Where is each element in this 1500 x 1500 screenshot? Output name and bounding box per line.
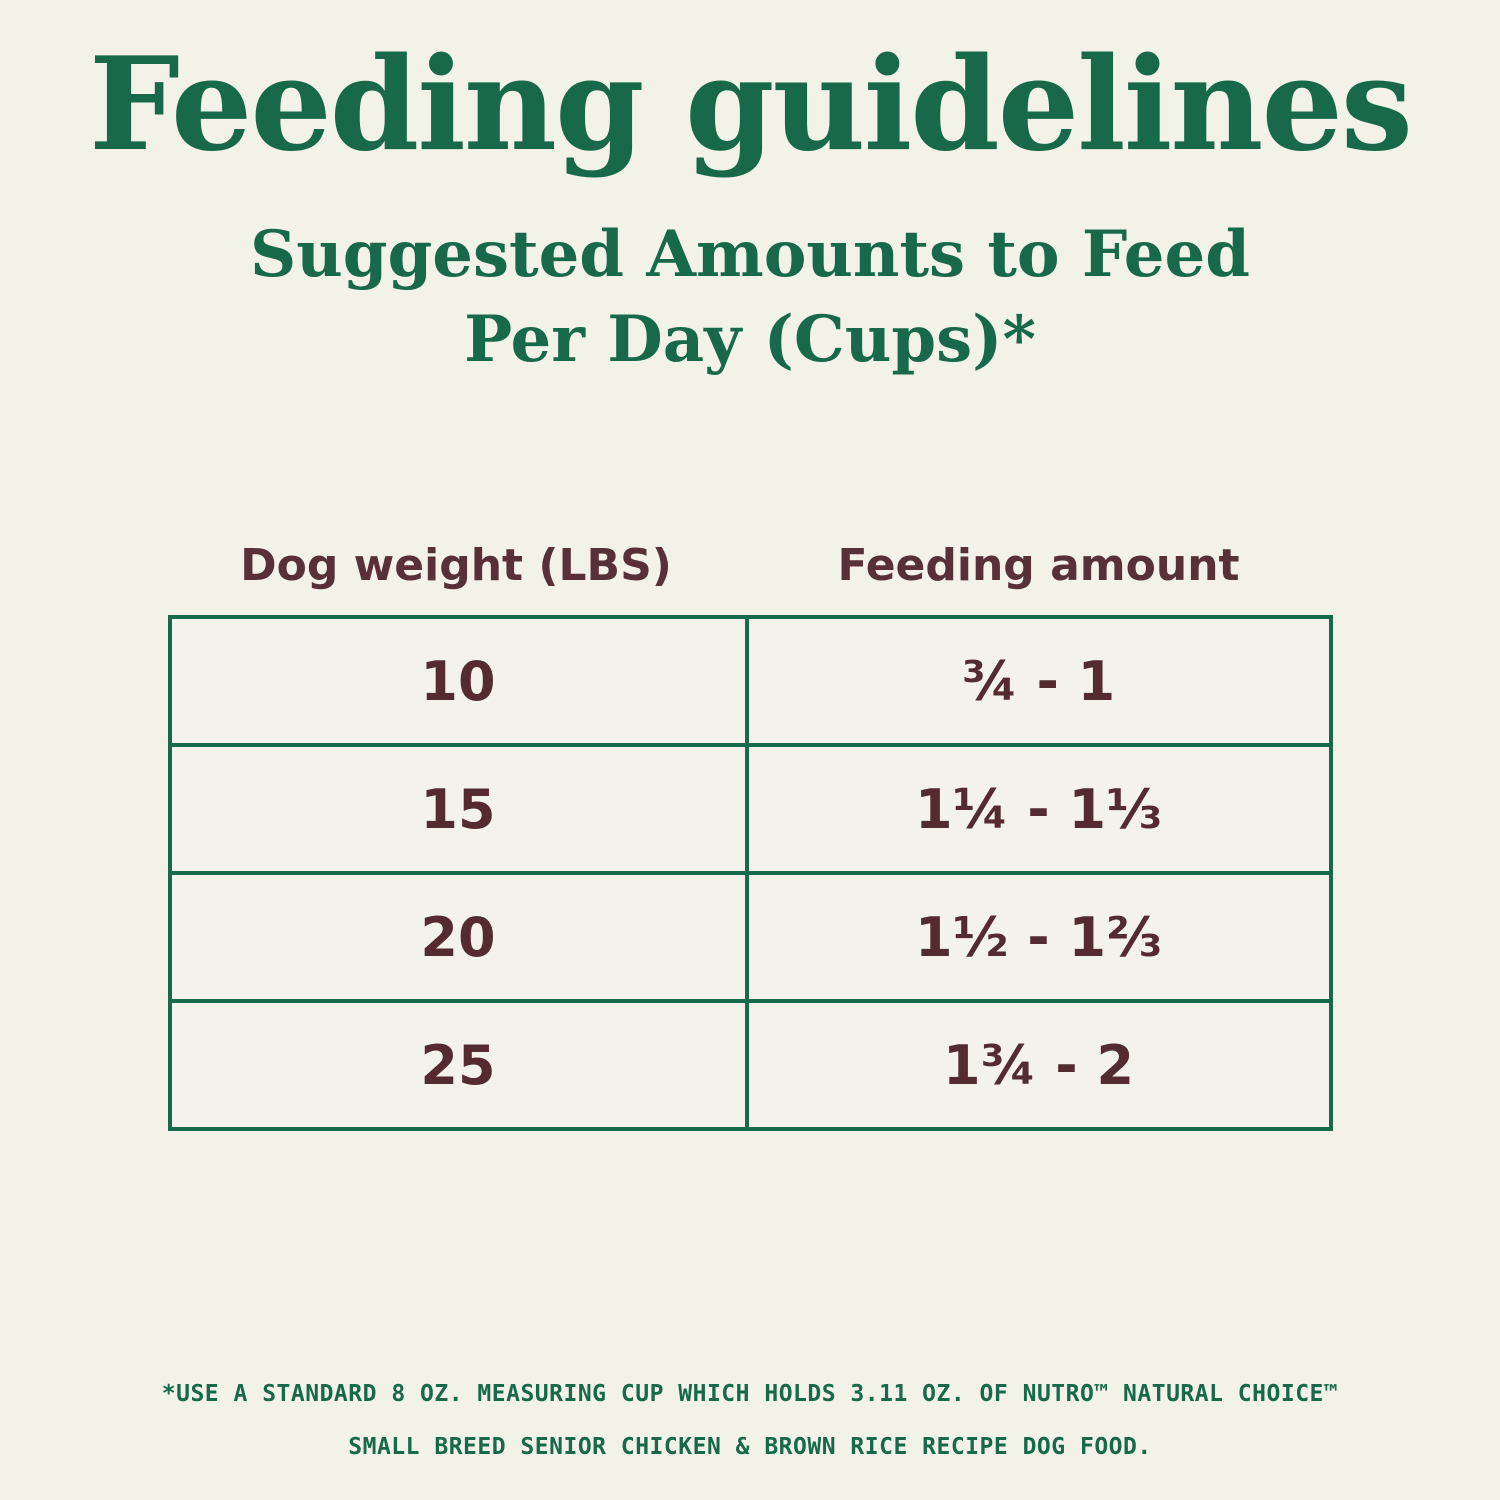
subtitle-line-2: Per Day (Cups)* — [464, 301, 1036, 377]
subtitle-line-1: Suggested Amounts to Feed — [250, 217, 1250, 293]
footnote: *USE A STANDARD 8 OZ. MEASURING CUP WHIC… — [0, 1368, 1500, 1474]
table-cell-amount: 1¼ - 1⅓ — [748, 743, 1329, 871]
page-title: Feeding guidelines — [89, 30, 1413, 180]
column-header-dog-weight: Dog weight (LBS) — [240, 540, 672, 592]
table-cell-amount: 1¾ - 2 — [748, 999, 1329, 1127]
table-cell-weight: 25 — [171, 999, 749, 1128]
table-cell-amount: ¾ - 1 — [961, 649, 1116, 713]
table-cell-weight: 20 — [171, 871, 749, 1000]
footnote-line-1: *USE A STANDARD 8 OZ. MEASURING CUP WHIC… — [161, 1381, 1339, 1407]
table-cell-weight: 10 — [172, 619, 749, 744]
feeding-table: Dog weight (LBS) Feeding amount 10 ¾ - 1… — [167, 540, 1333, 1132]
table-grid: 10 ¾ - 1 15 1¼ - 1⅓ 20 1½ - 1⅔ 25 1¾ - 2 — [167, 615, 1333, 1132]
table-cell-amount: 1½ - 1⅔ — [748, 871, 1329, 999]
page-subtitle: Suggested Amounts to Feed Per Day (Cups)… — [0, 213, 1500, 382]
column-header-feeding-amount: Feeding amount — [837, 540, 1240, 592]
footnote-line-2: SMALL BREED SENIOR CHICKEN & BROWN RICE … — [348, 1433, 1152, 1460]
table-cell-weight: 15 — [171, 743, 749, 872]
table-header-row: Dog weight (LBS) Feeding amount — [168, 540, 1333, 593]
